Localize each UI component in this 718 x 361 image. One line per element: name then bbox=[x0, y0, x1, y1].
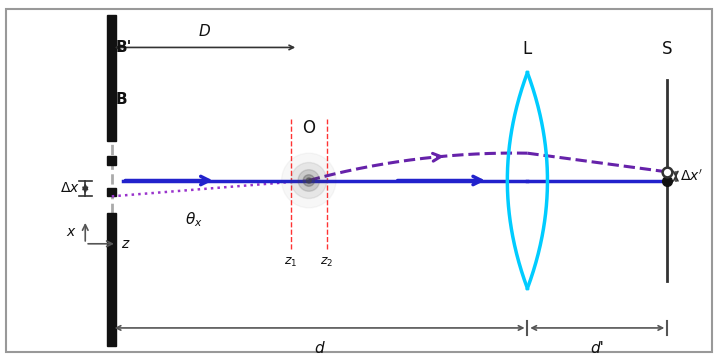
Bar bbox=[108, 188, 116, 196]
Text: B: B bbox=[116, 92, 128, 108]
Text: $z_2$: $z_2$ bbox=[320, 256, 333, 269]
Circle shape bbox=[307, 178, 312, 183]
Text: $z_1$: $z_1$ bbox=[284, 256, 297, 269]
Text: B': B' bbox=[116, 40, 132, 55]
Text: L: L bbox=[523, 40, 532, 58]
Circle shape bbox=[298, 170, 320, 191]
Bar bbox=[108, 156, 116, 165]
Bar bbox=[108, 15, 116, 141]
Circle shape bbox=[303, 175, 314, 186]
Circle shape bbox=[291, 162, 327, 199]
Text: O: O bbox=[302, 119, 315, 137]
Text: d: d bbox=[314, 341, 325, 356]
Text: $\Delta x'$: $\Delta x'$ bbox=[680, 169, 703, 184]
Text: d': d' bbox=[590, 341, 605, 356]
Text: $\Delta x$: $\Delta x$ bbox=[60, 182, 80, 195]
Text: $\theta_x$: $\theta_x$ bbox=[185, 211, 203, 229]
Text: S: S bbox=[662, 40, 672, 58]
Text: $z$: $z$ bbox=[121, 237, 131, 251]
Bar bbox=[108, 213, 116, 346]
Text: $x$: $x$ bbox=[66, 225, 77, 239]
Text: D: D bbox=[199, 24, 211, 39]
FancyBboxPatch shape bbox=[6, 9, 712, 352]
